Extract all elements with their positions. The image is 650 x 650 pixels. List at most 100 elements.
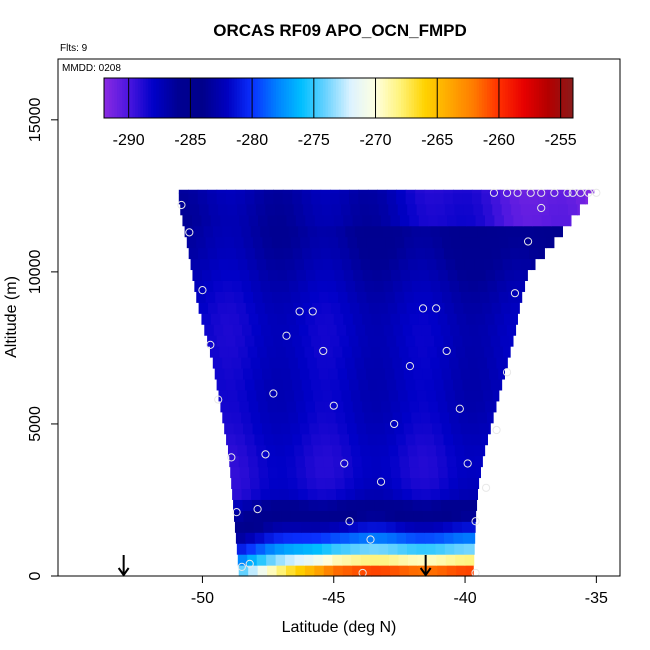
- field-cell: [399, 565, 410, 577]
- field-cell: [585, 189, 595, 194]
- field-cell: [372, 269, 383, 281]
- field-cell: [428, 466, 439, 479]
- field-cell: [458, 477, 469, 490]
- field-cell: [284, 389, 295, 402]
- field-cell: [377, 335, 388, 347]
- colorbar-swatch: [507, 78, 511, 118]
- field-cell: [407, 203, 418, 216]
- field-cell: [491, 302, 502, 314]
- field-cell: [292, 433, 303, 446]
- field-cell: [359, 543, 370, 555]
- colorbar-tick-label: -270: [360, 132, 392, 149]
- field-cell: [338, 521, 349, 533]
- field-cell: [218, 258, 229, 271]
- field-cell: [246, 543, 257, 555]
- field-cell: [431, 499, 442, 511]
- field-cell: [339, 433, 350, 446]
- field-cell: [203, 280, 214, 292]
- colorbar-swatch: [377, 78, 381, 118]
- field-cell: [375, 291, 386, 303]
- field-cell: [282, 335, 293, 347]
- field-cell: [331, 203, 342, 216]
- field-cell: [302, 302, 313, 314]
- field-cell: [358, 247, 369, 260]
- field-cell: [398, 554, 409, 566]
- field-cell: [486, 357, 498, 369]
- field-cell: [260, 280, 271, 292]
- field-cell: [277, 466, 288, 479]
- field-cell: [337, 367, 348, 380]
- field-cell: [468, 280, 479, 292]
- field-cell: [326, 488, 337, 500]
- observation-point: [329, 401, 338, 410]
- field-cell: [212, 357, 223, 369]
- field-cell: [269, 488, 280, 500]
- field-cell: [236, 543, 247, 555]
- field-cell: [377, 532, 388, 544]
- field-cell: [217, 247, 228, 260]
- field-cell: [326, 225, 337, 238]
- field-cell: [413, 291, 424, 303]
- field-cell: [322, 554, 333, 566]
- colorbar-swatch: [216, 78, 220, 118]
- colorbar-swatch: [174, 78, 178, 118]
- field-cell: [288, 225, 299, 238]
- field-cell: [356, 291, 368, 303]
- field-cell: [285, 258, 296, 271]
- colorbar-swatch: [424, 78, 428, 118]
- field-cell: [387, 247, 398, 260]
- colorbar-swatch: [226, 78, 230, 118]
- field-cell: [189, 203, 200, 216]
- field-cell: [373, 357, 384, 369]
- field-cell: [338, 236, 349, 249]
- field-cell: [354, 411, 365, 424]
- field-cell: [385, 510, 396, 522]
- field-cell: [293, 543, 304, 555]
- field-cell: [473, 444, 484, 457]
- colorbar-swatch: [283, 78, 287, 118]
- field-cell: [530, 258, 536, 271]
- field-cell: [307, 280, 318, 292]
- field-cell: [437, 565, 448, 577]
- field-cell: [299, 499, 310, 511]
- field-cell: [506, 280, 517, 292]
- field-cell: [452, 378, 464, 391]
- field-cell: [277, 400, 288, 413]
- field-cell: [211, 269, 222, 281]
- field-cell: [362, 214, 373, 227]
- field-cell: [330, 302, 342, 314]
- colorbar-swatch: [354, 78, 358, 118]
- colorbar-swatch: [135, 78, 139, 118]
- field-cell: [380, 565, 391, 577]
- field-cell: [362, 400, 373, 413]
- field-cell: [256, 554, 267, 566]
- colorbar-swatch: [432, 78, 436, 118]
- observation-point: [537, 188, 546, 197]
- y-tick-label: 10000: [27, 250, 44, 295]
- colorbar-tick-label: -280: [236, 132, 268, 149]
- field-cell: [311, 192, 322, 205]
- colorbar-swatch: [427, 78, 431, 118]
- field-cell: [449, 280, 460, 292]
- field-cell: [213, 324, 224, 336]
- colorbar-swatch: [570, 78, 574, 118]
- surface-marker-arrowhead: [419, 567, 432, 577]
- field-cell: [399, 214, 410, 227]
- field-cell: [456, 455, 467, 468]
- field-cell: [409, 466, 420, 479]
- colorbar-swatch: [255, 78, 259, 118]
- colorbar-swatch: [109, 78, 113, 118]
- colorbar-swatch: [104, 78, 108, 118]
- field-cell: [493, 346, 504, 358]
- colorbar-swatch: [447, 78, 452, 118]
- field-cell: [208, 203, 219, 216]
- field-cell: [577, 203, 580, 216]
- field-cell: [475, 400, 486, 413]
- field-cell: [323, 455, 334, 468]
- field-cell: [436, 258, 447, 271]
- field-cell: [188, 247, 199, 260]
- field-cell: [368, 247, 379, 260]
- field-cell: [317, 488, 328, 500]
- field-cell: [426, 203, 437, 216]
- y-tick-label: 5000: [27, 406, 44, 442]
